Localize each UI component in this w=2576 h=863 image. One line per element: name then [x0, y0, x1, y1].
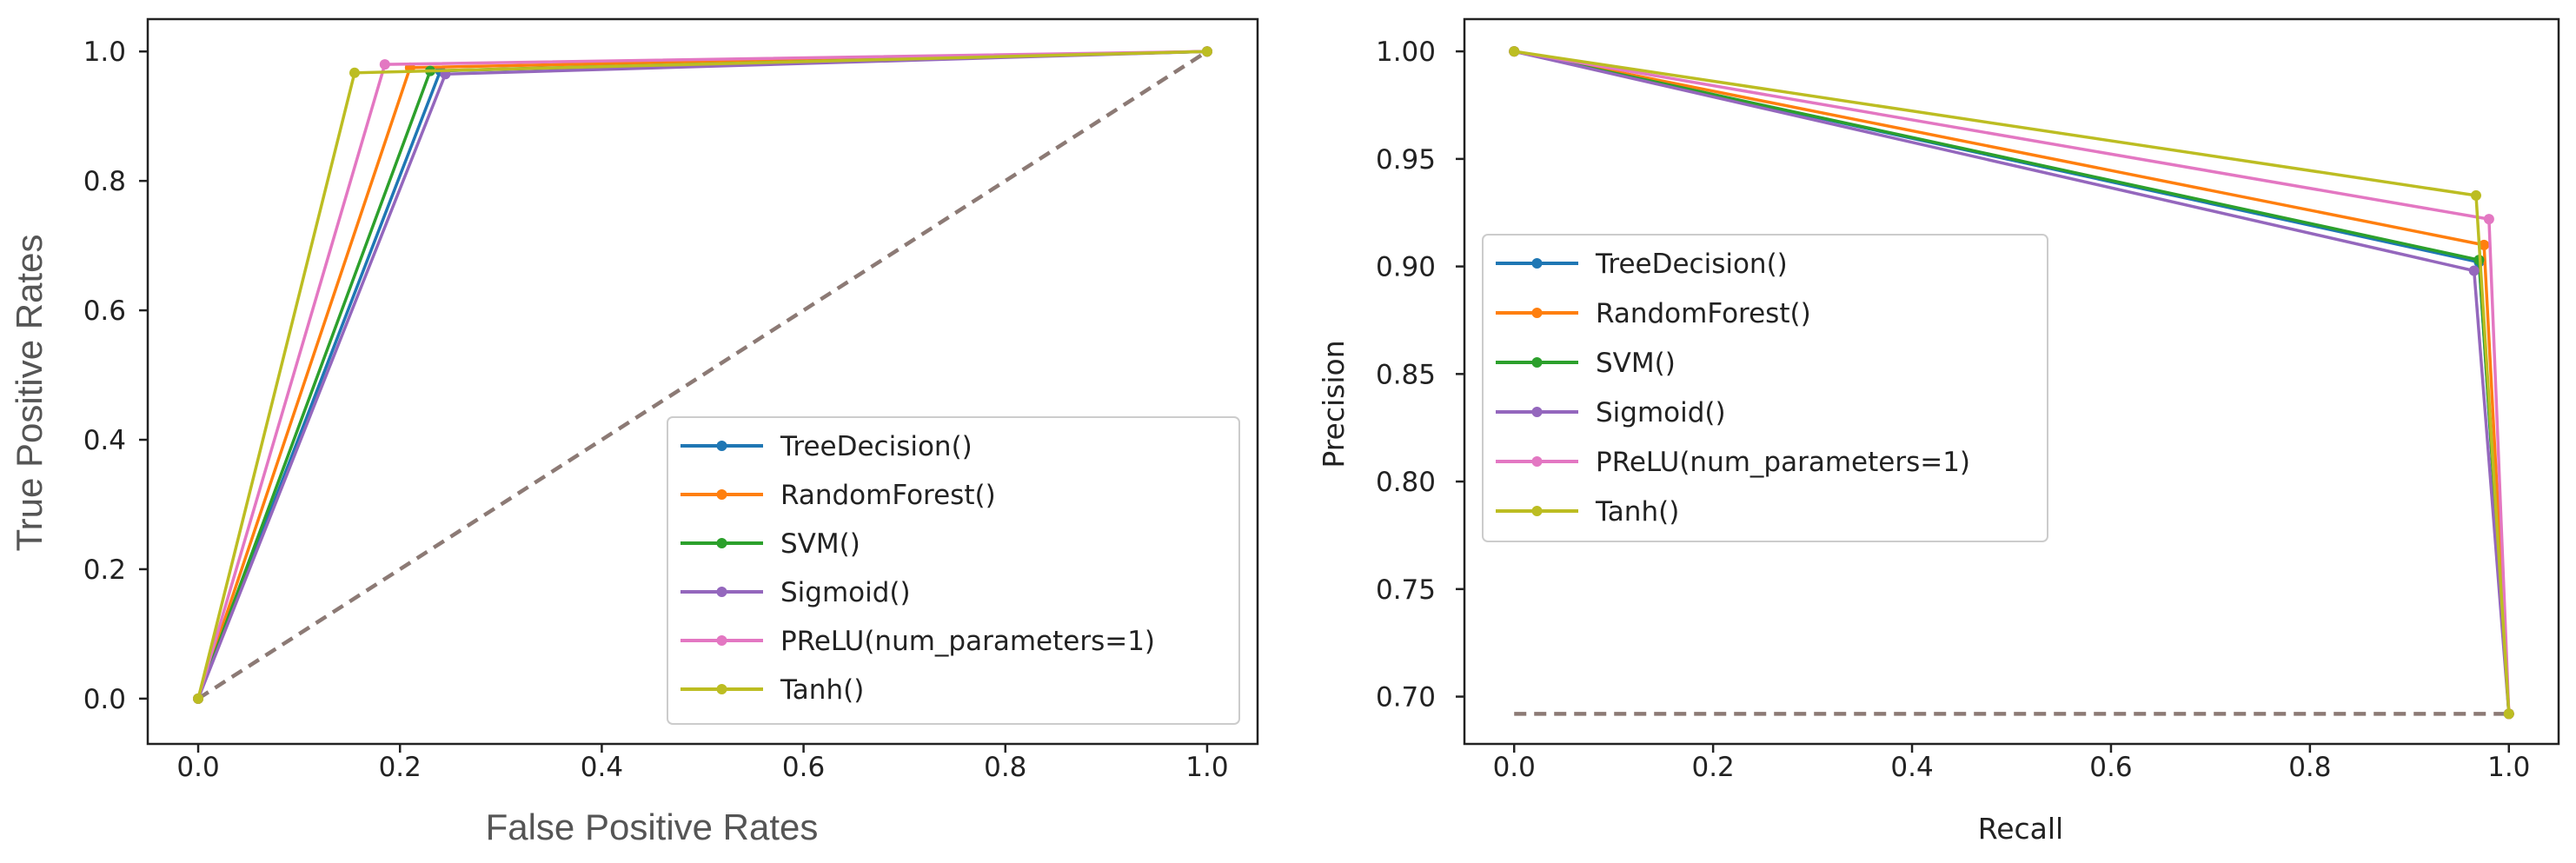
x-tick-label: 0.6	[2089, 752, 2132, 783]
legend-marker-2	[716, 538, 727, 548]
x-tick-label: 1.0	[2487, 752, 2530, 783]
series-point-5-0	[193, 693, 204, 704]
x-tick-label: 0.4	[1890, 752, 1933, 783]
y-tick-label: 0.85	[1376, 359, 1436, 390]
y-tick-label: 1.00	[1376, 37, 1436, 68]
legend-label-2: SVM()	[1596, 348, 1676, 379]
y-tick-label: 0.75	[1376, 574, 1436, 606]
x-axis-label: Recall	[1978, 812, 2063, 846]
x-tick-label: 0.6	[782, 752, 825, 783]
y-tick-label: 1.0	[83, 37, 126, 68]
y-tick-label: 0.80	[1376, 467, 1436, 498]
precision-recall-chart: 0.0 0.2 0.4 0.6 0.8 1.0 0.70 0.75 0.80 0.85 0.90 0.…	[1317, 17, 2560, 846]
roc-chart: 0.0 0.2 0.4 0.6 0.8 1.0 0.0 0.2 0.4 0.6 0.8 1.0 Fals…	[9, 17, 1259, 847]
legend-label-4: PReLU(num_parameters=1)	[780, 626, 1155, 657]
legend-marker-0	[716, 441, 727, 451]
legend-label-0: TreeDecision()	[1595, 249, 1788, 280]
legend-label-0: TreeDecision()	[780, 431, 973, 462]
legend-label-1: RandomForest()	[1596, 298, 1811, 329]
x-tick-label: 0.8	[984, 752, 1026, 783]
legend-marker-5	[1531, 506, 1543, 516]
legend-marker-1	[716, 489, 727, 500]
legend-box	[667, 416, 1240, 725]
legend-marker-3	[716, 587, 727, 597]
legend-label-3: Sigmoid()	[780, 577, 911, 608]
legend-label-1: RandomForest()	[780, 480, 996, 511]
legend-marker-1	[1531, 308, 1543, 318]
legend-label-5: Tanh()	[1595, 496, 1679, 528]
series-point-3-1	[2468, 265, 2480, 276]
legend-marker-0	[1531, 258, 1543, 269]
legend-marker-4	[1531, 456, 1543, 467]
series-point-4-1	[2483, 214, 2494, 225]
x-tick-label: 0.4	[581, 752, 623, 783]
series-point-5-2	[2503, 708, 2514, 720]
legend-marker-4	[716, 635, 727, 646]
y-tick-label: 0.0	[83, 684, 126, 715]
x-tick-label: 0.2	[379, 752, 422, 783]
legend-label-2: SVM()	[780, 528, 860, 560]
legend: TreeDecision() RandomForest() SVM() Sigmoid…	[667, 416, 1240, 725]
series-point-1-1	[2479, 239, 2490, 250]
legend-marker-2	[1531, 357, 1543, 368]
axes-frame	[146, 17, 1259, 746]
x-tick-label: 0.8	[2288, 752, 2331, 783]
legend-marker-5	[716, 684, 727, 694]
series-point-4-1	[379, 59, 390, 70]
legend-label-3: Sigmoid()	[1596, 397, 1726, 428]
legend-box	[1482, 234, 2048, 542]
y-tick-label: 0.95	[1376, 144, 1436, 176]
y-axis-label: True Positive Rates	[9, 235, 50, 552]
legend-label-4: PReLU(num_parameters=1)	[1596, 447, 1970, 478]
series-point-5-1	[349, 67, 360, 78]
x-tick-label: 1.0	[1185, 752, 1228, 783]
series-point-5-1	[2471, 189, 2482, 201]
y-axis-label: Precision	[1317, 340, 1351, 468]
series-point-5-2	[1201, 46, 1212, 57]
y-tick-label: 0.90	[1376, 252, 1436, 283]
y-tick-label: 0.4	[83, 425, 126, 456]
y-tick-label: 0.8	[83, 166, 126, 197]
y-tick-label: 0.70	[1376, 682, 1436, 714]
legend-marker-3	[1531, 407, 1543, 417]
legend-label-5: Tanh()	[780, 674, 864, 706]
x-axis-label: False Positive Rates	[486, 807, 819, 847]
axes-frame	[1463, 17, 2560, 746]
series-point-5-0	[1509, 46, 1520, 57]
x-tick-label: 0.0	[1493, 752, 1536, 783]
y-tick-label: 0.6	[83, 295, 126, 327]
x-tick-label: 0.0	[176, 752, 219, 783]
x-tick-label: 0.2	[1691, 752, 1734, 783]
legend: TreeDecision() RandomForest() SVM() Sigmoid…	[1482, 234, 2048, 542]
y-tick-label: 0.2	[83, 554, 126, 586]
